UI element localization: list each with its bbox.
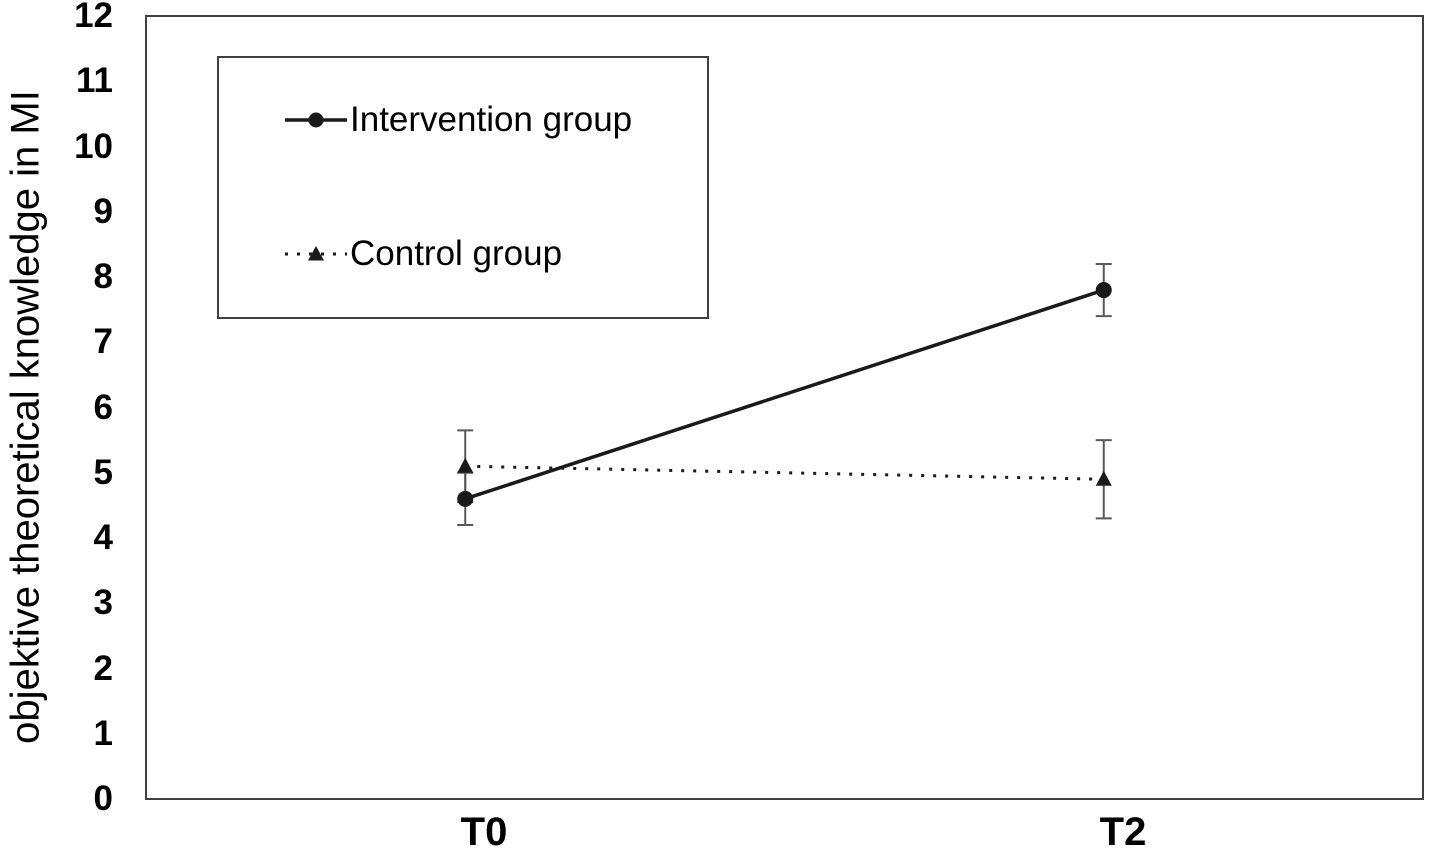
marker-intervention-group-T2 <box>1095 282 1112 299</box>
y-tick-label-11: 11 <box>76 61 113 101</box>
y-tick-label-4: 4 <box>93 518 113 557</box>
marker-intervention-group-T0 <box>457 490 474 507</box>
y-tick-label-12: 12 <box>74 0 113 35</box>
y-tick-label-10: 10 <box>74 126 113 166</box>
legend-label-control: Control group <box>350 234 563 273</box>
intervention-line-sample-icon <box>285 112 347 128</box>
series-line-intervention-group <box>464 288 1105 501</box>
legend-entry-control: Control group <box>219 228 707 280</box>
y-tick-label-3: 3 <box>93 583 113 623</box>
plot-border <box>145 15 1424 800</box>
y-tick-label-8: 8 <box>93 257 113 296</box>
y-tick-label-6: 6 <box>93 387 113 427</box>
legend-entry-intervention: Intervention group <box>219 94 707 146</box>
legend-label-intervention: Intervention group <box>350 100 633 139</box>
y-tick-label-7: 7 <box>93 322 113 362</box>
y-tick-label-2: 2 <box>93 648 113 688</box>
y-tick-label-0: 0 <box>93 779 113 818</box>
x-tick-label-t2: T2 <box>1099 810 1147 854</box>
legend: Intervention group Control group <box>217 56 709 319</box>
y-axis-tick-labels: 0 1 2 3 4 5 6 7 8 9 10 11 12 <box>0 0 113 863</box>
y-tick-label-1: 1 <box>93 713 113 753</box>
y-tick-label-9: 9 <box>93 191 113 231</box>
y-tick-label-5: 5 <box>93 452 113 492</box>
x-tick-label-t0: T0 <box>460 810 508 854</box>
marker-control-group-T0 <box>457 457 474 473</box>
marker-control-group-T2 <box>1095 470 1112 486</box>
control-dotted-line-sample-icon <box>285 246 347 261</box>
